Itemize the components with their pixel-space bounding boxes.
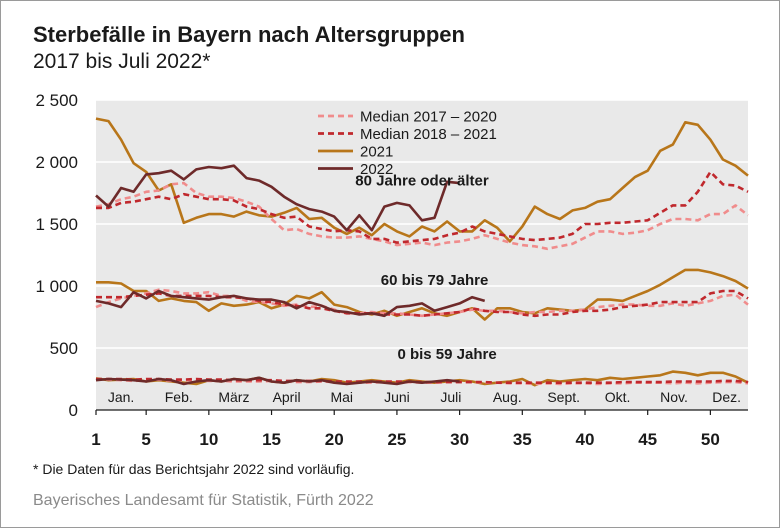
- group-label: 80 Jahre oder älter: [355, 173, 489, 190]
- y-tick-label: 500: [50, 339, 78, 358]
- y-tick-label: 0: [69, 401, 78, 420]
- legend-entry: 2021: [360, 144, 393, 161]
- series-line-group1-0: [95, 288, 749, 318]
- x-tick-label: 20: [325, 430, 344, 449]
- series-line-group0-3: [95, 164, 460, 232]
- month-label: Sept.: [547, 389, 580, 405]
- x-tick-label: 40: [576, 430, 595, 449]
- x-tick-label: 15: [262, 430, 281, 449]
- series-line-group0-0: [95, 181, 749, 251]
- x-tick-label: 50: [701, 430, 720, 449]
- x-tick-label: 5: [141, 430, 150, 449]
- legend-entry: Median 2017 – 2020: [360, 109, 497, 126]
- month-label: Jan.: [108, 389, 134, 405]
- month-label: Feb.: [165, 389, 193, 405]
- series-line-group2-1: [96, 377, 749, 385]
- grid-lines: [96, 99, 748, 349]
- series-lines: [95, 117, 749, 387]
- series-line-group0-2: [95, 117, 749, 243]
- month-label: Juni: [384, 389, 410, 405]
- group-label: 0 bis 59 Jahre: [397, 346, 496, 363]
- y-tick-label: 1 500: [35, 215, 78, 234]
- plot-area: [96, 100, 748, 410]
- month-label: Nov.: [660, 389, 688, 405]
- y-tick-label: 1 000: [35, 277, 78, 296]
- x-tick-label: 35: [513, 430, 532, 449]
- y-tick-label: 2 500: [35, 91, 78, 110]
- month-label: Juli: [440, 389, 461, 405]
- legend-entry: 2022: [360, 161, 393, 178]
- group-label: 60 bis 79 Jahre: [381, 272, 489, 289]
- month-label: Aug.: [493, 389, 522, 405]
- month-label: März: [218, 389, 249, 405]
- month-label: Okt.: [605, 389, 631, 405]
- month-label: Dez.: [712, 389, 741, 405]
- footnote: * Die Daten für das Berichtsjahr 2022 si…: [33, 461, 355, 477]
- month-labels: Jan. Feb. März April Mai Juni Juli Aug. Sept. Okt…: [108, 389, 741, 405]
- source-note: Bayerisches Landesamt für Statistik, Für…: [33, 492, 374, 509]
- chart-subtitle: 2017 bis Juli 2022*: [33, 50, 211, 73]
- x-tick-label: 1: [91, 430, 100, 449]
- group-labels: 80 Jahre oder älter 60 bis 79 Jahre 0 bis …: [355, 173, 496, 364]
- x-tick-label: 30: [450, 430, 469, 449]
- x-tick-label: 10: [199, 430, 218, 449]
- month-label: April: [273, 389, 301, 405]
- chart-title: Sterbefälle in Bayern nach Altersgruppen: [33, 22, 465, 47]
- month-label: Mai: [330, 389, 353, 405]
- x-tick-label: 45: [638, 430, 657, 449]
- series-line-group0-1: [96, 170, 749, 244]
- legend-entry: Median 2018 – 2021: [360, 126, 497, 143]
- series-line-group2-3: [95, 376, 460, 386]
- y-tick-label: 2 000: [35, 153, 78, 172]
- series-line-group1-2: [96, 268, 749, 321]
- x-tick-label: 25: [387, 430, 406, 449]
- series-line-group1-3: [95, 289, 486, 318]
